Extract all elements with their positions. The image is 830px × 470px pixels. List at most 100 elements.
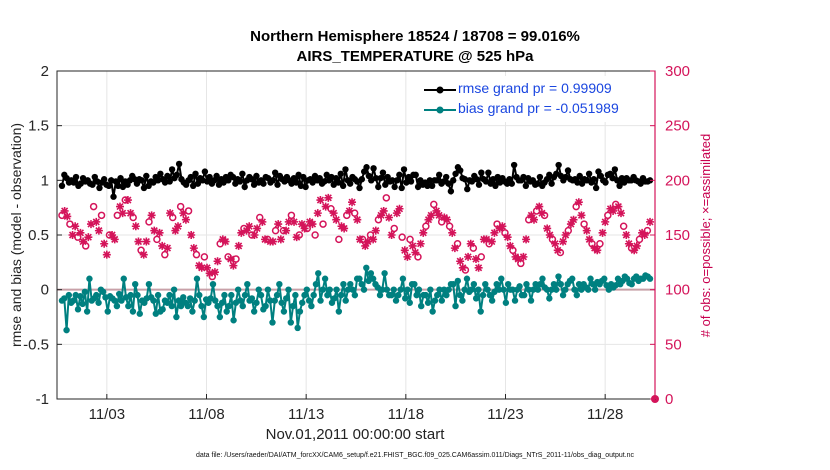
obs-assimilated-marker bbox=[63, 212, 72, 221]
bias-point bbox=[390, 286, 397, 293]
rmse-point bbox=[236, 178, 244, 185]
rmse-point bbox=[213, 172, 220, 180]
legend-label-bias: bias grand pr = -0.051989 bbox=[458, 100, 619, 116]
rmse-point bbox=[616, 182, 623, 189]
bias-point bbox=[502, 299, 510, 306]
bias-point bbox=[74, 306, 82, 313]
rmse-point bbox=[346, 180, 354, 187]
rmse-point bbox=[138, 177, 145, 184]
obs-possible-marker bbox=[477, 253, 486, 261]
rmse-point bbox=[555, 161, 562, 169]
bias-point bbox=[379, 286, 386, 293]
bias-point bbox=[413, 291, 420, 299]
obs-assimilated-marker bbox=[276, 235, 285, 244]
rmse-point bbox=[548, 180, 555, 187]
bias-point bbox=[266, 297, 274, 304]
bias-point bbox=[223, 308, 230, 315]
obs-assimilated-marker bbox=[577, 211, 586, 220]
obs-assimilated-marker bbox=[506, 241, 515, 250]
rmse-point bbox=[168, 166, 176, 173]
bias-point bbox=[509, 286, 516, 293]
bias-point bbox=[495, 286, 503, 293]
obs-possible-marker bbox=[517, 259, 525, 268]
obs-possible-marker bbox=[619, 222, 628, 231]
y-tick-label-right: 150 bbox=[665, 227, 690, 244]
obs-assimilated-marker bbox=[131, 222, 140, 231]
rmse-point bbox=[475, 181, 483, 188]
obs-possible-marker bbox=[74, 233, 82, 241]
obs-assimilated-marker bbox=[158, 241, 167, 250]
bias-point bbox=[553, 286, 560, 293]
bias-point bbox=[83, 308, 91, 315]
obs-assimilated-marker bbox=[519, 252, 528, 261]
obs-possible-marker bbox=[469, 244, 478, 252]
rmse-point bbox=[435, 171, 443, 179]
bias-point bbox=[301, 291, 308, 299]
rmse-point bbox=[400, 166, 408, 173]
obs-possible-marker bbox=[414, 253, 422, 261]
legend-entry-bias: bias grand pr = -0.051989 bbox=[420, 100, 652, 120]
bias-point bbox=[250, 308, 258, 315]
rmse-point bbox=[192, 170, 199, 177]
bias-point bbox=[273, 291, 281, 299]
bias-point bbox=[285, 286, 292, 293]
obs-assimilated-marker bbox=[435, 211, 444, 220]
obs-assimilated-marker bbox=[253, 224, 262, 233]
obs-assimilated-marker bbox=[340, 224, 349, 233]
rmse-point bbox=[248, 176, 255, 183]
rmse-point bbox=[194, 180, 202, 187]
obs-assimilated-marker bbox=[527, 211, 536, 220]
bias-point bbox=[459, 297, 466, 304]
bias-point bbox=[191, 297, 198, 304]
obs-assimilated-marker bbox=[487, 237, 496, 246]
obs-assimilated-marker bbox=[229, 261, 238, 270]
rmse-point bbox=[407, 178, 415, 185]
bias-point bbox=[573, 291, 580, 299]
obs-assimilated-marker bbox=[332, 215, 341, 224]
bias-point bbox=[534, 286, 542, 293]
obs-assimilated-marker bbox=[92, 217, 101, 226]
bias-point bbox=[200, 313, 208, 321]
rmse-point bbox=[576, 172, 583, 180]
bias-point bbox=[63, 326, 70, 334]
obs-possible-marker bbox=[548, 235, 557, 244]
obs-assimilated-marker bbox=[371, 226, 380, 235]
y-tick-label-left: -1 bbox=[36, 391, 49, 408]
obs-possible-marker bbox=[97, 211, 106, 220]
bias-point bbox=[218, 299, 226, 306]
rmse-point bbox=[293, 179, 300, 186]
rmse-point bbox=[457, 167, 464, 174]
obs-assimilated-marker bbox=[598, 228, 607, 237]
rmse-point bbox=[590, 176, 597, 183]
bias-point bbox=[440, 286, 448, 293]
bias-point bbox=[411, 281, 418, 288]
obs-possible-marker bbox=[295, 231, 304, 239]
bias-point bbox=[434, 291, 441, 299]
rmse-point bbox=[173, 171, 180, 179]
obs-assimilated-marker bbox=[242, 226, 251, 235]
obs-assimilated-marker bbox=[284, 217, 293, 226]
bias-point bbox=[536, 281, 544, 288]
bias-point bbox=[436, 286, 443, 293]
obs-assimilated-marker bbox=[514, 255, 523, 264]
obs-assimilated-marker bbox=[205, 269, 214, 278]
obs-possible-marker bbox=[145, 218, 153, 226]
bias-point bbox=[189, 308, 196, 315]
rmse-point bbox=[206, 173, 213, 181]
bias-point bbox=[550, 281, 558, 288]
bias-point bbox=[164, 299, 171, 306]
rmse-point bbox=[269, 177, 277, 184]
obs-assimilated-marker bbox=[471, 255, 480, 264]
bias-point bbox=[486, 291, 494, 299]
rmse-point bbox=[339, 182, 347, 189]
bias-point bbox=[363, 264, 370, 271]
obs-assimilated-marker bbox=[543, 224, 552, 233]
obs-possible-marker bbox=[366, 231, 375, 239]
rmse-point bbox=[389, 177, 396, 184]
bias-point bbox=[193, 275, 201, 282]
obs-possible-marker bbox=[540, 211, 549, 220]
bias-point bbox=[498, 275, 505, 282]
bias-point bbox=[315, 270, 322, 277]
bias-point bbox=[475, 286, 482, 293]
rmse-point bbox=[300, 173, 307, 181]
